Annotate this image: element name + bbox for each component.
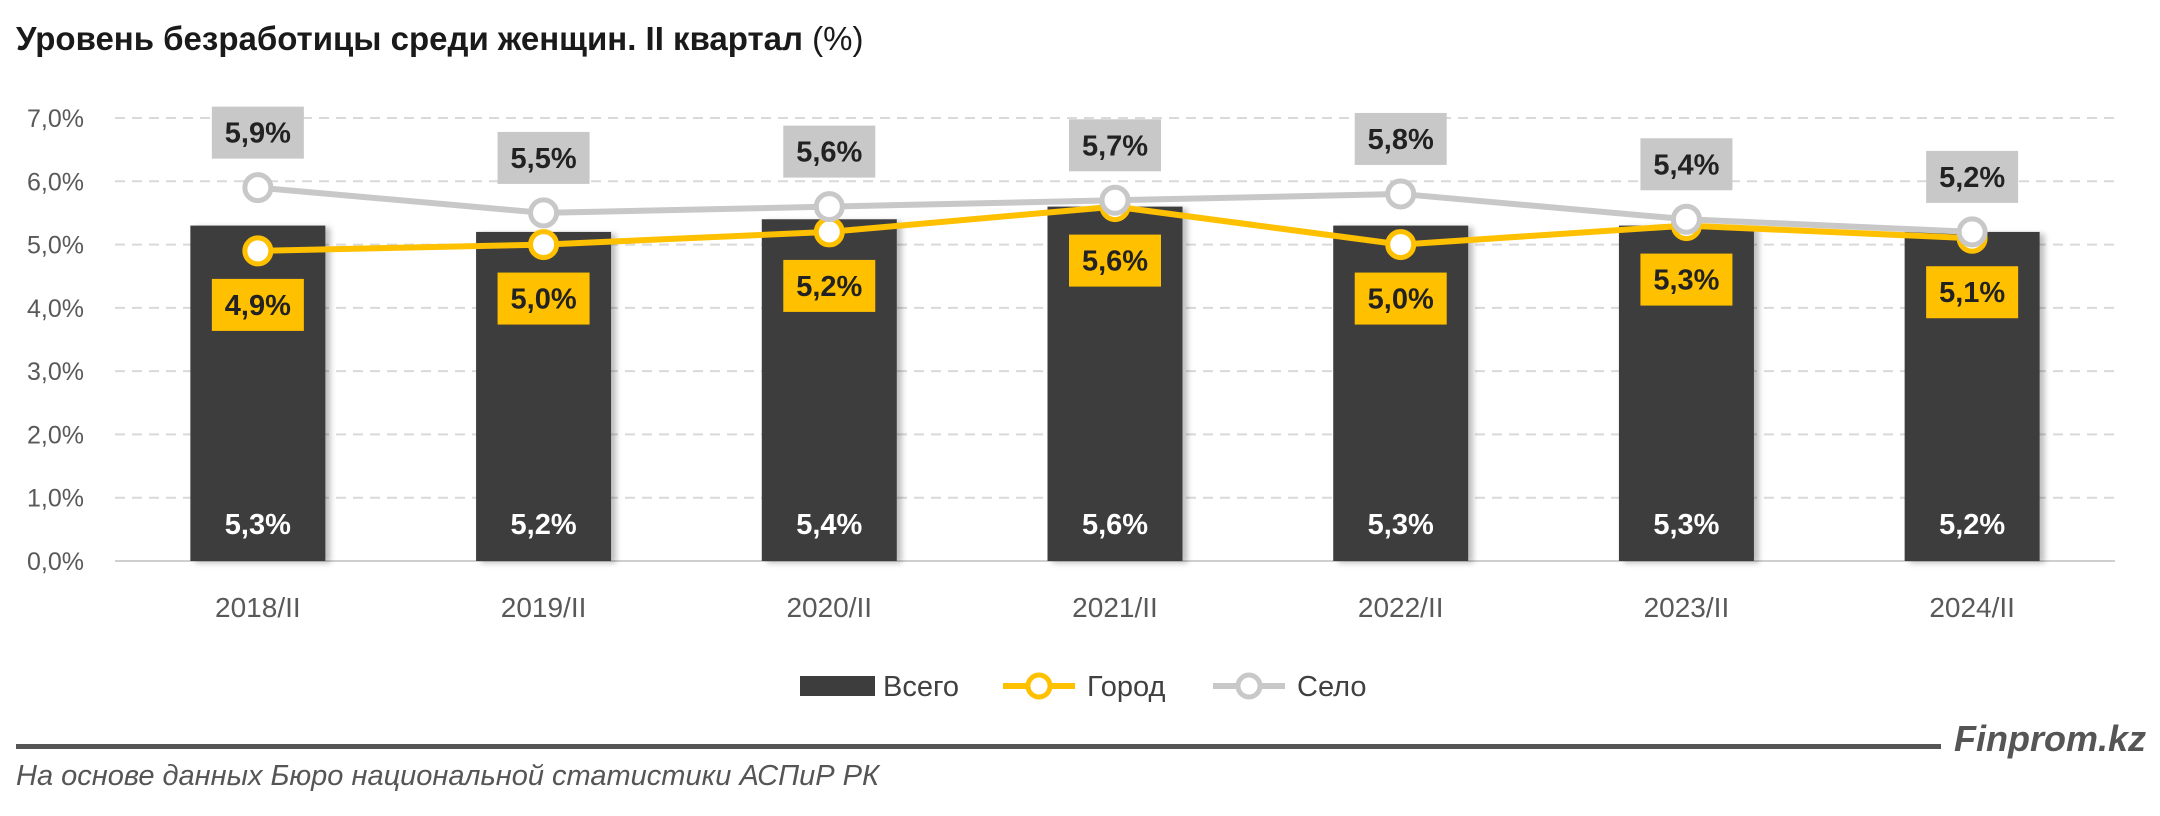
x-tick-label: 2024/II [1929,592,2015,623]
y-tick-label: 2,0% [27,421,84,449]
legend-marker-selo [1235,672,1263,700]
marker-selo [1385,178,1417,210]
bar-value-label: 5,4% [796,509,862,541]
legend-label-vsego: Всего [883,671,959,703]
x-tick-label: 2021/II [1072,592,1158,623]
footer-divider [16,744,1941,749]
bar-value-label: 5,2% [511,509,577,541]
data-label-gorod: 5,0% [1368,284,1434,316]
label-box-gorod [211,278,304,331]
source-note: На основе данных Бюро национальной стати… [16,760,880,792]
data-label-gorod: 5,1% [1939,277,2005,309]
marker-selo [813,191,845,223]
bar-value-label: 5,3% [225,509,291,541]
legend-label-gorod: Город [1087,671,1166,703]
data-label-selo: 5,2% [1939,162,2005,194]
brand-logo: Finprom.kz [1953,718,2146,759]
y-tick-label: 7,0% [27,105,84,133]
bar-value-label: 5,2% [1939,509,2005,541]
label-box-selo [211,106,304,159]
legend-marker-gorod [1025,672,1053,700]
label-box-gorod [497,272,590,325]
label-box-selo [783,125,876,178]
marker-gorod [242,235,274,267]
y-tick-label: 0,0% [27,548,84,576]
chart-area: 0,0% 1,0% 2,0% 3,0% 4,0% 5,0% 6,0% 7,0% 5,3% 5,2%… [27,105,2115,703]
bar-value-label: 5,3% [1368,509,1434,541]
legend-swatch-vsego [800,676,875,696]
data-label-selo: 5,7% [1082,130,1148,162]
data-label-selo: 5,4% [1653,149,1719,181]
legend-label-selo: Село [1297,671,1366,703]
bar-value-label: 5,6% [1082,509,1148,541]
marker-gorod [813,216,845,248]
label-box-gorod [1069,234,1161,287]
data-label-selo: 5,9% [225,118,291,150]
title-unit: (%) [812,20,864,57]
bar-value-label: 5,3% [1653,509,1719,541]
data-label-selo: 5,8% [1368,124,1434,156]
marker-selo [242,172,274,204]
label-box-gorod [783,259,876,312]
x-tick-label: 2019/II [501,592,587,623]
y-tick-label: 3,0% [27,358,84,386]
marker-selo [528,197,560,229]
data-label-gorod: 5,0% [511,284,577,316]
label-box-selo [1069,119,1161,172]
label-box-gorod [1926,266,2019,319]
marker-selo [1670,203,1702,235]
data-label-gorod: 4,9% [225,290,291,322]
marker-gorod [1385,229,1417,261]
x-tick-label: 2018/II [215,592,301,623]
marker-selo [1099,184,1131,216]
x-tick-label: 2022/II [1358,592,1444,623]
y-tick-label: 1,0% [27,485,84,513]
label-box-selo [1354,112,1447,165]
y-tick-label: 6,0% [27,168,84,196]
label-box-selo [497,131,590,184]
title-main: Уровень безработицы среди женщин. II ква… [16,20,803,57]
chart-title: Уровень безработицы среди женщин. II ква… [16,20,863,58]
data-label-selo: 5,6% [796,137,862,169]
marker-gorod [528,229,560,261]
label-box-gorod [1354,272,1447,325]
x-tick-label: 2020/II [786,592,872,623]
data-label-selo: 5,5% [511,143,577,175]
data-label-gorod: 5,2% [796,271,862,303]
label-box-selo [1926,150,2019,203]
label-box-gorod [1640,253,1733,306]
data-label-gorod: 5,6% [1082,246,1148,278]
data-label-gorod: 5,3% [1653,265,1719,297]
label-box-selo [1640,138,1733,191]
y-tick-label: 5,0% [27,232,84,260]
y-tick-label: 4,0% [27,295,84,323]
x-tick-label: 2023/II [1644,592,1730,623]
marker-selo [1956,216,1988,248]
